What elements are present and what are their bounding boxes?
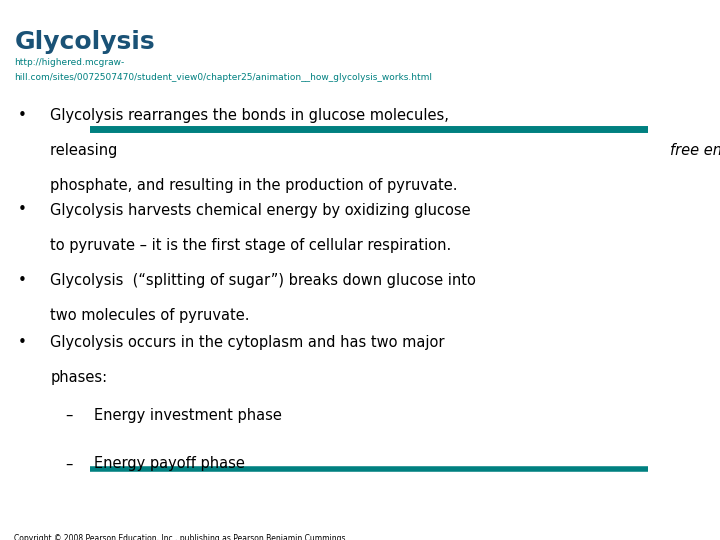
Text: hill.com/sites/0072507470/student_view0/chapter25/animation__how_glycolysis_work: hill.com/sites/0072507470/student_view0/…	[14, 73, 433, 82]
Text: Glycolysis harvests chemical energy by oxidizing glucose: Glycolysis harvests chemical energy by o…	[50, 202, 471, 218]
Text: Glycolysis  (“splitting of sugar”) breaks down glucose into: Glycolysis (“splitting of sugar”) breaks…	[50, 273, 476, 288]
Text: releasing: releasing	[50, 143, 122, 158]
Text: phases:: phases:	[50, 370, 107, 385]
Text: •: •	[18, 202, 27, 218]
Text: Glycolysis rearranges the bonds in glucose molecules,: Glycolysis rearranges the bonds in gluco…	[50, 108, 449, 123]
Text: Energy payoff phase: Energy payoff phase	[94, 456, 245, 471]
Text: Glycolysis occurs in the cytoplasm and has two major: Glycolysis occurs in the cytoplasm and h…	[50, 335, 445, 350]
Text: Energy investment phase: Energy investment phase	[94, 408, 282, 423]
Text: to pyruvate – it is the first stage of cellular respiration.: to pyruvate – it is the first stage of c…	[50, 238, 451, 253]
Text: •: •	[18, 108, 27, 123]
Text: Glycolysis: Glycolysis	[14, 30, 155, 53]
Text: •: •	[18, 335, 27, 350]
Text: phosphate, and resulting in the production of pyruvate.: phosphate, and resulting in the producti…	[50, 178, 458, 193]
Text: two molecules of pyruvate.: two molecules of pyruvate.	[50, 308, 250, 323]
Text: –: –	[65, 456, 72, 471]
Text: •: •	[18, 273, 27, 288]
Text: –: –	[65, 408, 72, 423]
Text: free energy: free energy	[670, 143, 720, 158]
Text: Copyright © 2008 Pearson Education, Inc., publishing as Pearson Benjamin Cumming: Copyright © 2008 Pearson Education, Inc.…	[14, 534, 346, 540]
Text: http://highered.mcgraw-: http://highered.mcgraw-	[14, 58, 125, 68]
